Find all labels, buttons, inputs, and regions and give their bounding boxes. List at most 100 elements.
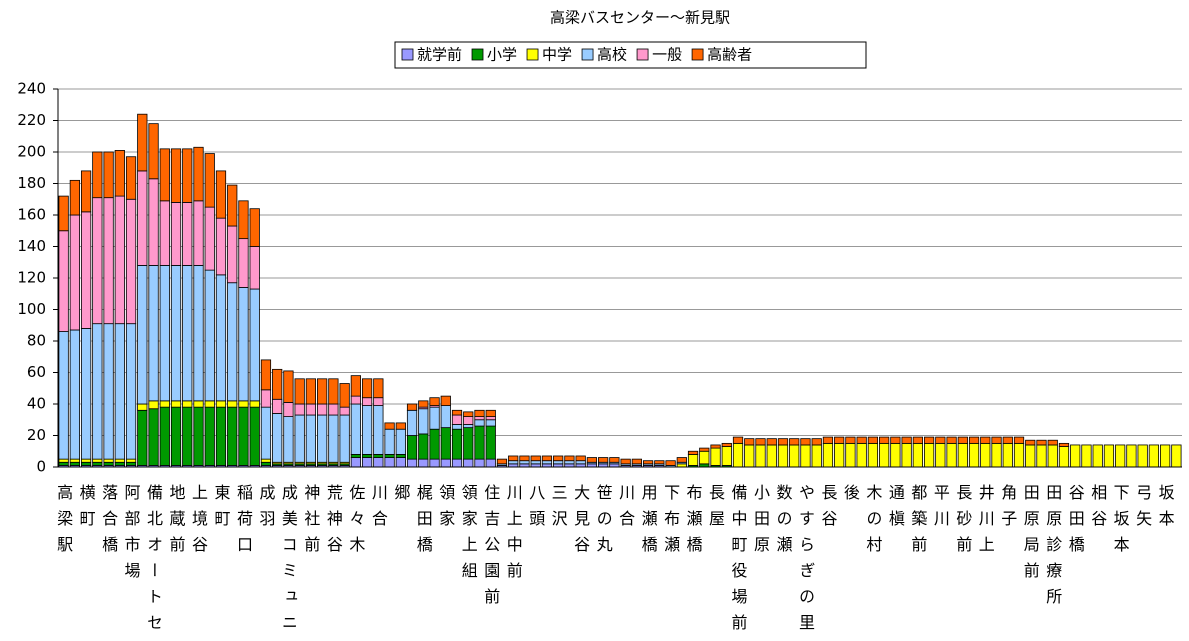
bar-segment (80, 327, 92, 460)
x-tick-label: 後 (841, 484, 860, 510)
bar-segment (204, 269, 215, 402)
x-tick-label: 梶田橋 (414, 484, 433, 562)
bar-segment (384, 422, 395, 430)
x-tick-label: 用瀬橋 (639, 484, 658, 562)
bar-segment (541, 455, 553, 462)
legend-swatch (691, 48, 704, 61)
bar-segment (159, 148, 170, 202)
bar-segment (92, 197, 103, 325)
legend-swatch (581, 48, 594, 61)
bar-segment (1036, 444, 1047, 468)
bar-segment (530, 455, 541, 462)
bar-segment (114, 323, 125, 460)
bar-segment (238, 200, 249, 240)
bar-segment (1126, 444, 1137, 468)
x-tick-label: 田原局前 (1021, 484, 1040, 588)
legend-label: 中学 (542, 46, 572, 64)
bar-segment (361, 457, 373, 468)
bar-segment (294, 378, 305, 405)
bar-segment (260, 359, 272, 391)
bar-segment (1171, 444, 1182, 468)
x-tick-label: 成羽 (256, 484, 275, 536)
x-tick-label: 川合 (369, 484, 388, 536)
bar-segment (58, 230, 69, 332)
bar-segment (238, 400, 249, 408)
legend-swatch (471, 48, 484, 61)
bar-segment (148, 178, 159, 266)
bar-segment (92, 151, 103, 199)
bar-segment (384, 457, 395, 468)
bar-segment (1137, 444, 1148, 468)
bar-segment (395, 453, 406, 458)
bar-segment (923, 436, 935, 444)
y-tick-label: 240 (17, 80, 46, 98)
bar-segment (474, 458, 485, 468)
bar-segment (1160, 444, 1171, 468)
x-tick-label: 数の瀬 (773, 484, 792, 562)
x-tick-label: 笹の丸 (594, 484, 613, 562)
bar-segment (1002, 442, 1013, 468)
bar-segment (125, 458, 137, 463)
bar-segment (103, 461, 114, 466)
bar-segment (272, 413, 283, 463)
x-tick-label: 田原診療所 (1043, 484, 1062, 614)
y-tick-label: 160 (17, 206, 46, 224)
bar-segment (58, 195, 69, 232)
bar-segment (766, 438, 777, 446)
bar-segment (305, 378, 317, 405)
bar-segment (901, 442, 912, 468)
bar-segment (92, 458, 103, 463)
bar-segment (1103, 444, 1115, 468)
bar-segment (92, 323, 103, 460)
bar-segment (609, 457, 620, 463)
bar-segment (272, 398, 283, 414)
legend-swatch (401, 48, 414, 61)
bar-segment (777, 438, 789, 446)
bar-segment (69, 461, 80, 466)
bar-segment (935, 442, 946, 468)
x-tick-label: 住吉公園前 (481, 484, 500, 614)
bar-segment (159, 264, 170, 402)
bar-segment (440, 458, 451, 468)
bar-segment (114, 195, 125, 325)
bar-segment (193, 200, 204, 266)
bar-segment (508, 455, 519, 462)
legend-box (394, 41, 867, 69)
bar-segment (125, 323, 137, 460)
bar-segment (957, 442, 968, 468)
bar-segment (1002, 436, 1013, 444)
bar-segment (69, 329, 80, 460)
bar-segment (80, 211, 92, 329)
y-tick-label: 140 (17, 237, 46, 255)
bar-segment (485, 416, 496, 421)
x-tick-label: 弓矢 (1133, 484, 1152, 536)
bar-segment (474, 409, 485, 417)
bar-segment (1025, 439, 1036, 446)
bar-segment (204, 153, 215, 208)
bar-segment (1081, 444, 1092, 468)
x-tick-label: 坂本 (1156, 484, 1175, 536)
bar-segment (215, 400, 227, 408)
bar-segment (463, 458, 474, 468)
bar-segment (418, 458, 429, 468)
bar-segment (339, 383, 350, 408)
legend-label: 高校 (597, 46, 627, 64)
bar-segment (215, 217, 227, 276)
bar-segment (294, 403, 305, 416)
bar-segment (912, 436, 923, 444)
bar-segment (227, 406, 238, 466)
bar-segment (1070, 444, 1081, 468)
bar-segment (92, 461, 103, 466)
bar-segment (227, 400, 238, 408)
bar-segment (159, 200, 170, 266)
bar-segment (429, 406, 440, 430)
bar-segment (103, 323, 114, 460)
bar-segment (968, 442, 980, 468)
bar-segment (508, 460, 519, 465)
x-tick-label: 備中町役場前 (729, 484, 748, 640)
x-tick-label: 下布瀬 (661, 484, 680, 562)
bar-segment (553, 455, 564, 462)
bar-segment (822, 436, 834, 444)
bar-segment (440, 405, 451, 429)
bar-segment (361, 397, 373, 406)
